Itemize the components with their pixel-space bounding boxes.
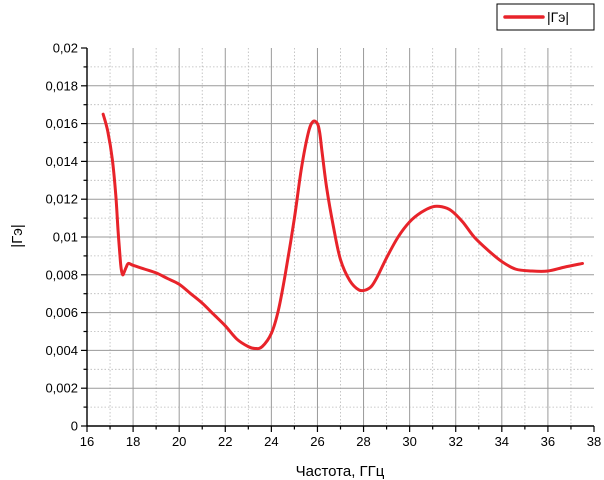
y-axis-title: |Гэ| bbox=[9, 224, 26, 248]
series-line bbox=[101, 112, 584, 351]
x-tick-label: 16 bbox=[80, 434, 94, 449]
x-tick-label: 38 bbox=[587, 434, 601, 449]
y-tick-label: 0,006 bbox=[45, 305, 78, 320]
y-tick-label: 0,016 bbox=[45, 116, 78, 131]
x-axis-title: Частота, ГГц bbox=[296, 463, 385, 480]
y-tick-label: 0,02 bbox=[53, 41, 78, 56]
x-tick-label: 30 bbox=[402, 434, 416, 449]
x-tick-label: 34 bbox=[495, 434, 509, 449]
y-tick-label: 0,012 bbox=[45, 192, 78, 207]
x-tick-label: 20 bbox=[172, 434, 186, 449]
grid-layer bbox=[87, 48, 594, 426]
axis-layer: 16 18 20 22 24 26 28 30 32 34 36 38 0 0,002 0,004 0,006… bbox=[45, 41, 601, 450]
x-tick-label: 32 bbox=[448, 434, 462, 449]
y-tick-label: 0,004 bbox=[45, 343, 78, 358]
x-tick-label: 22 bbox=[218, 434, 232, 449]
x-tick-label: 26 bbox=[310, 434, 324, 449]
x-tick-label: 18 bbox=[126, 434, 140, 449]
x-tick-label: 28 bbox=[356, 434, 370, 449]
x-tick-label: 24 bbox=[264, 434, 278, 449]
y-tick-label: 0 bbox=[71, 419, 78, 434]
y-tick-label: 0,018 bbox=[45, 78, 78, 93]
legend-label: |Гэ| bbox=[547, 9, 569, 25]
y-tick-label: 0,008 bbox=[45, 267, 78, 282]
legend: |Гэ| bbox=[496, 3, 595, 31]
x-tick-label: 36 bbox=[541, 434, 555, 449]
y-tick-label: 0,01 bbox=[53, 230, 78, 245]
y-tick-label: 0,014 bbox=[45, 154, 78, 169]
y-tick-label: 0,002 bbox=[45, 381, 78, 396]
series-layer bbox=[101, 112, 584, 351]
